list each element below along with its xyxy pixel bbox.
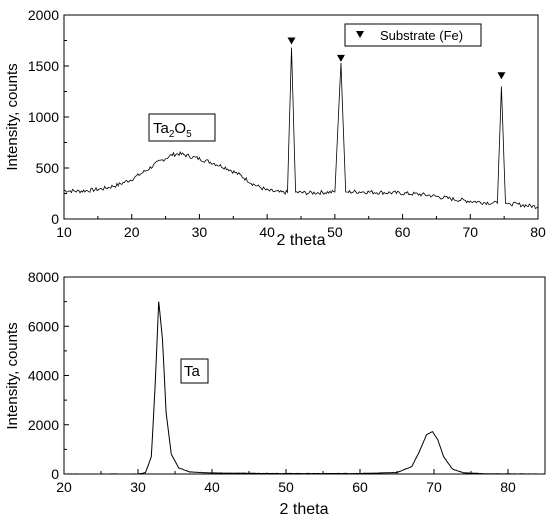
substrate-marker-icon [336, 54, 345, 62]
y-tick-label: 0 [51, 466, 59, 482]
top-y-ticks: 0 500 1000 1500 2000 [28, 7, 69, 227]
x-tick-label: 60 [352, 479, 368, 495]
x-tick-label: 20 [124, 224, 140, 240]
top-x-axis-label: 2 theta [277, 232, 326, 249]
ta2o5-box [148, 113, 216, 142]
x-tick-label: 40 [204, 479, 220, 495]
x-tick-label: 40 [259, 224, 275, 240]
y-tick-label: 1000 [28, 109, 59, 125]
y-tick-label: 4000 [28, 368, 59, 384]
ta-label: Ta [184, 363, 201, 380]
bottom-x-ticks: 20 30 40 50 60 70 80 [56, 469, 516, 495]
x-tick-label: 10 [56, 224, 72, 240]
x-tick-label: 80 [530, 224, 546, 240]
x-tick-label: 20 [56, 479, 72, 495]
ta-box [180, 358, 209, 384]
ta-annotation: Ta [180, 358, 209, 384]
y-tick-label: 2000 [28, 7, 59, 23]
legend-box [344, 23, 482, 47]
y-tick-label: 0 [51, 211, 59, 227]
bottom-chart: 0 2000 4000 6000 8000 20 30 40 50 60 70 80 2 theta… [4, 269, 546, 518]
bottom-plot-frame [63, 276, 546, 475]
x-tick-label: 70 [426, 479, 442, 495]
top-x-ticks: 10 20 30 40 50 60 70 80 [56, 214, 546, 240]
x-tick-label: 30 [130, 479, 146, 495]
x-tick-label: 50 [327, 224, 343, 240]
y-tick-label: 8000 [28, 269, 59, 285]
y-tick-label: 500 [36, 160, 60, 176]
y-tick-label: 1500 [28, 58, 59, 74]
top-legend: Substrate (Fe) [344, 23, 482, 47]
top-substrate-markers [287, 37, 506, 80]
x-tick-label: 60 [395, 224, 411, 240]
bottom-x-axis-label: 2 theta [280, 501, 329, 518]
x-tick-label: 50 [278, 479, 294, 495]
bottom-y-ticks: 0 2000 4000 6000 8000 [28, 269, 69, 482]
x-tick-label: 80 [500, 479, 516, 495]
x-tick-label: 30 [192, 224, 208, 240]
ta2o5-label: Ta2O5 [153, 120, 192, 140]
bottom-series-line [64, 301, 545, 475]
substrate-marker-icon [497, 72, 506, 80]
top-chart: 0 500 1000 1500 2000 10 20 30 40 50 60 70 80 2 thet… [4, 7, 546, 249]
top-series-line [63, 47, 539, 210]
legend-entry-substrate: Substrate (Fe) [380, 28, 463, 43]
y-tick-label: 6000 [28, 318, 59, 334]
x-tick-label: 70 [462, 224, 478, 240]
y-tick-label: 2000 [28, 417, 59, 433]
bottom-y-axis-label: Intensity, counts [4, 322, 21, 429]
top-y-axis-label: Intensity, counts [4, 63, 21, 170]
legend-triangle-icon [356, 31, 364, 38]
ta2o5-annotation: Ta2O5 [148, 113, 216, 142]
substrate-marker-icon [287, 37, 296, 45]
